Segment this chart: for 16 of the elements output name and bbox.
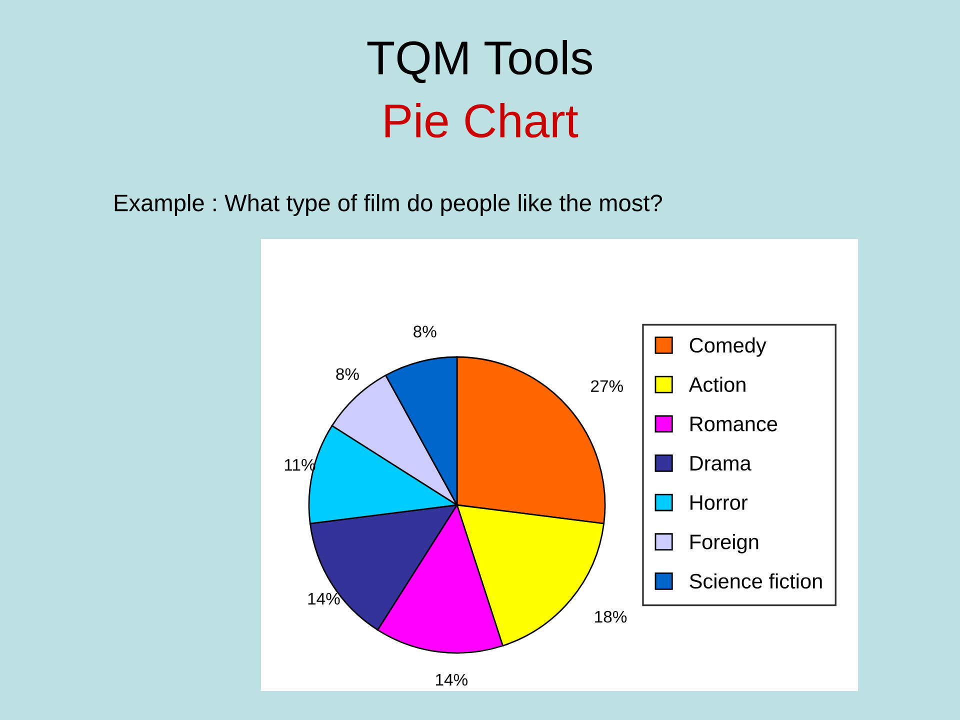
legend-label: Romance: [690, 416, 778, 432]
data-label: 8%: [336, 368, 359, 380]
chart-subtitle: Pie Chart: [385, 102, 578, 138]
legend-label: Comedy: [690, 337, 766, 357]
legend-label: Drama: [690, 456, 752, 471]
legend-label: Action: [688, 376, 746, 392]
chart-title: TQM Tools: [367, 40, 592, 84]
legend-label: Horror: [690, 495, 748, 510]
text: Example : What type of film do people like the most?: [114, 194, 662, 216]
data-label: 8%: [414, 326, 436, 338]
data-label: 14%: [436, 674, 468, 686]
legend-label: Science fiction: [690, 573, 822, 589]
legend-label: Foreign: [690, 534, 758, 554]
data-label: 27%: [591, 380, 623, 392]
data-label: 14%: [308, 592, 340, 605]
data-label: 18%: [595, 610, 627, 623]
